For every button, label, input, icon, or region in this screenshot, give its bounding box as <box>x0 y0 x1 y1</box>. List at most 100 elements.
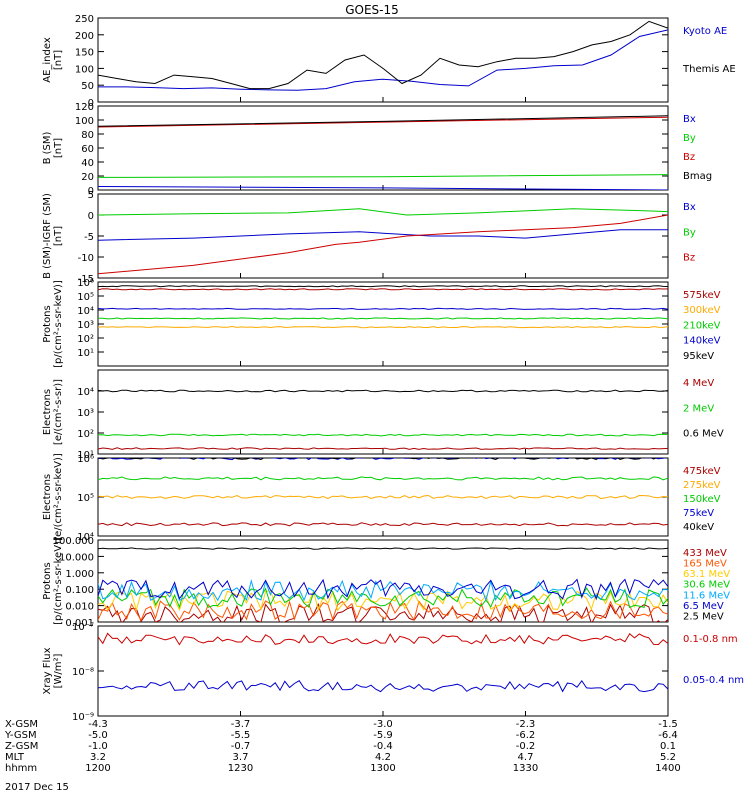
panel-6: 10⁴ 10⁵ 10⁶ Electrons [e/(cm²-s-sr-keV)] 475k… <box>42 453 721 543</box>
series-line-bz <box>98 214 668 275</box>
y-tick-label: 10³ <box>77 408 94 419</box>
legend-label: 150keV <box>683 494 721 505</box>
legend-label: 40keV <box>683 522 714 533</box>
y-axis-label: [p/(cm²-s-sr-keV)] <box>53 537 64 625</box>
bottom-row-value: -6.2 <box>516 730 536 741</box>
panel-5: 10¹ 10² 10³ 10⁴ Electrons [e/(cm²-s-sr)] 4 MeV… <box>42 369 724 461</box>
series-line-433-mev <box>98 602 668 622</box>
legend-label: 11.6 MeV <box>683 590 730 601</box>
panel-frame <box>97 369 669 455</box>
bottom-row-label: hhmm <box>5 763 37 774</box>
y-tick-label: 0.001 <box>65 618 94 629</box>
bottom-axis-table: X-GSM -4.3 -3.7 -3.0 -2.3 -1.5 Y-GSM -5.0 -5.5 -5… <box>4 719 681 774</box>
y-tick-label: 10¹ <box>77 348 94 359</box>
bottom-row-label: Z-GSM <box>5 741 38 752</box>
series-line-bx <box>98 186 668 190</box>
y-axis-label: [W/m²] <box>53 653 64 688</box>
y-tick-label: 0 <box>88 98 94 109</box>
bottom-row-value: -0.4 <box>373 741 393 752</box>
y-tick-label: 10³ <box>77 320 94 331</box>
legend-label: 140keV <box>683 336 721 347</box>
bottom-row-value: 1230 <box>228 763 253 774</box>
legend-label: 30.6 MeV <box>683 580 730 591</box>
y-axis-label: Electrons <box>42 474 53 520</box>
panel-frame <box>97 539 669 623</box>
bottom-row-value: -0.2 <box>516 741 536 752</box>
bottom-row-value: 1330 <box>513 763 538 774</box>
bottom-row-value: 3.2 <box>90 752 106 763</box>
y-tick-label: 80 <box>81 130 94 141</box>
y-axis-label: Protons <box>42 562 53 599</box>
series-line-bx <box>98 229 668 241</box>
legend-label: 0.1-0.8 nm <box>683 634 738 645</box>
bottom-row-label: Y-GSM <box>4 730 37 741</box>
bottom-row-value: 5.2 <box>660 752 676 763</box>
y-tick-label: 5 <box>88 190 94 201</box>
legend-label: 475keV <box>683 466 721 477</box>
series-line-0-05-0-4-nm <box>98 679 668 693</box>
y-axis-label: AE_index <box>42 37 53 83</box>
legend-label: 433 MeV <box>683 548 727 559</box>
y-tick-label: 20 <box>81 172 94 183</box>
y-tick-label: 120 <box>75 102 94 113</box>
y-tick-label: 150 <box>75 48 94 59</box>
series-line-30-6-mev <box>98 587 668 609</box>
legend-label: 63.1 MeV <box>683 569 730 580</box>
y-tick-label: 100 <box>75 64 94 75</box>
bottom-row-value: 0.1 <box>660 741 676 752</box>
series-line-bmag <box>98 115 668 127</box>
y-tick-label: 10.000 <box>59 552 94 563</box>
panel-2: 0 20 40 60 80 100 120 B (SM) [nT] Bx By Bz Bmag <box>42 102 712 197</box>
y-tick-label: 10² <box>77 334 94 345</box>
panel-1: 0 50 100 150 200 250 AE_index [nT] Kyoto AE Themi… <box>42 14 736 109</box>
y-tick-label: 10⁵ <box>77 292 94 303</box>
series-line-2-mev <box>98 433 668 437</box>
series-line-6-5-mev <box>98 578 668 601</box>
legend-label: 95keV <box>683 351 714 362</box>
y-tick-label: 0 <box>88 186 94 197</box>
bottom-row-value: 1300 <box>370 763 395 774</box>
y-axis-label: [e/(cm²-s-sr-keV)] <box>53 453 64 541</box>
bottom-row-value: -4.3 <box>88 719 108 730</box>
y-tick-label: 250 <box>75 14 94 25</box>
bottom-row-value: 1200 <box>85 763 110 774</box>
series-line-0-1-0-8-nm <box>98 632 668 646</box>
series-line-475kev <box>98 522 668 527</box>
series-line-95kev <box>98 285 668 288</box>
y-tick-label: 10⁵ <box>77 493 94 504</box>
y-axis-label: [p/(cm²-s-sr-keV)] <box>53 280 64 368</box>
bottom-row-label: MLT <box>5 752 25 763</box>
y-axis-label: Xray Flux <box>42 647 53 694</box>
y-axis-label: Protons <box>42 305 53 342</box>
panel-frame <box>97 625 669 717</box>
series-line-2-5-mev <box>98 547 668 550</box>
y-tick-label: -10 <box>78 253 94 264</box>
bottom-row-value: 3.7 <box>233 752 249 763</box>
panel-frame <box>97 17 669 103</box>
y-axis-label: [nT] <box>53 138 64 158</box>
legend-label: 300keV <box>683 305 721 316</box>
legend-label: 4 MeV <box>683 378 714 389</box>
panel-frame <box>97 193 669 279</box>
bottom-row-value: 1400 <box>655 763 680 774</box>
bottom-row-label: X-GSM <box>5 719 38 730</box>
date-label: 2017 Dec 15 <box>5 782 69 793</box>
series-line-kyoto-ae <box>98 29 668 91</box>
y-tick-label: 50 <box>81 81 94 92</box>
series-line-210kev <box>98 317 668 320</box>
series-line-themis-ae <box>98 20 668 90</box>
bottom-row-value: 4.2 <box>375 752 391 763</box>
y-tick-label: 60 <box>81 144 94 155</box>
legend-label: By <box>683 133 696 144</box>
legend-label: 75keV <box>683 508 714 519</box>
y-tick-label: 100 <box>75 116 94 127</box>
panel-7: 0.001 0.010 0.100 1.000 10.000 100.000 Protons… <box>42 536 730 629</box>
legend-label: Bz <box>683 152 695 163</box>
series-line-300kev <box>98 325 668 329</box>
y-tick-label: 10¹ <box>77 450 94 461</box>
bottom-row-value: -3.7 <box>231 719 251 730</box>
bottom-row-value: -5.5 <box>231 730 251 741</box>
legend-label: 2.5 MeV <box>683 611 724 622</box>
